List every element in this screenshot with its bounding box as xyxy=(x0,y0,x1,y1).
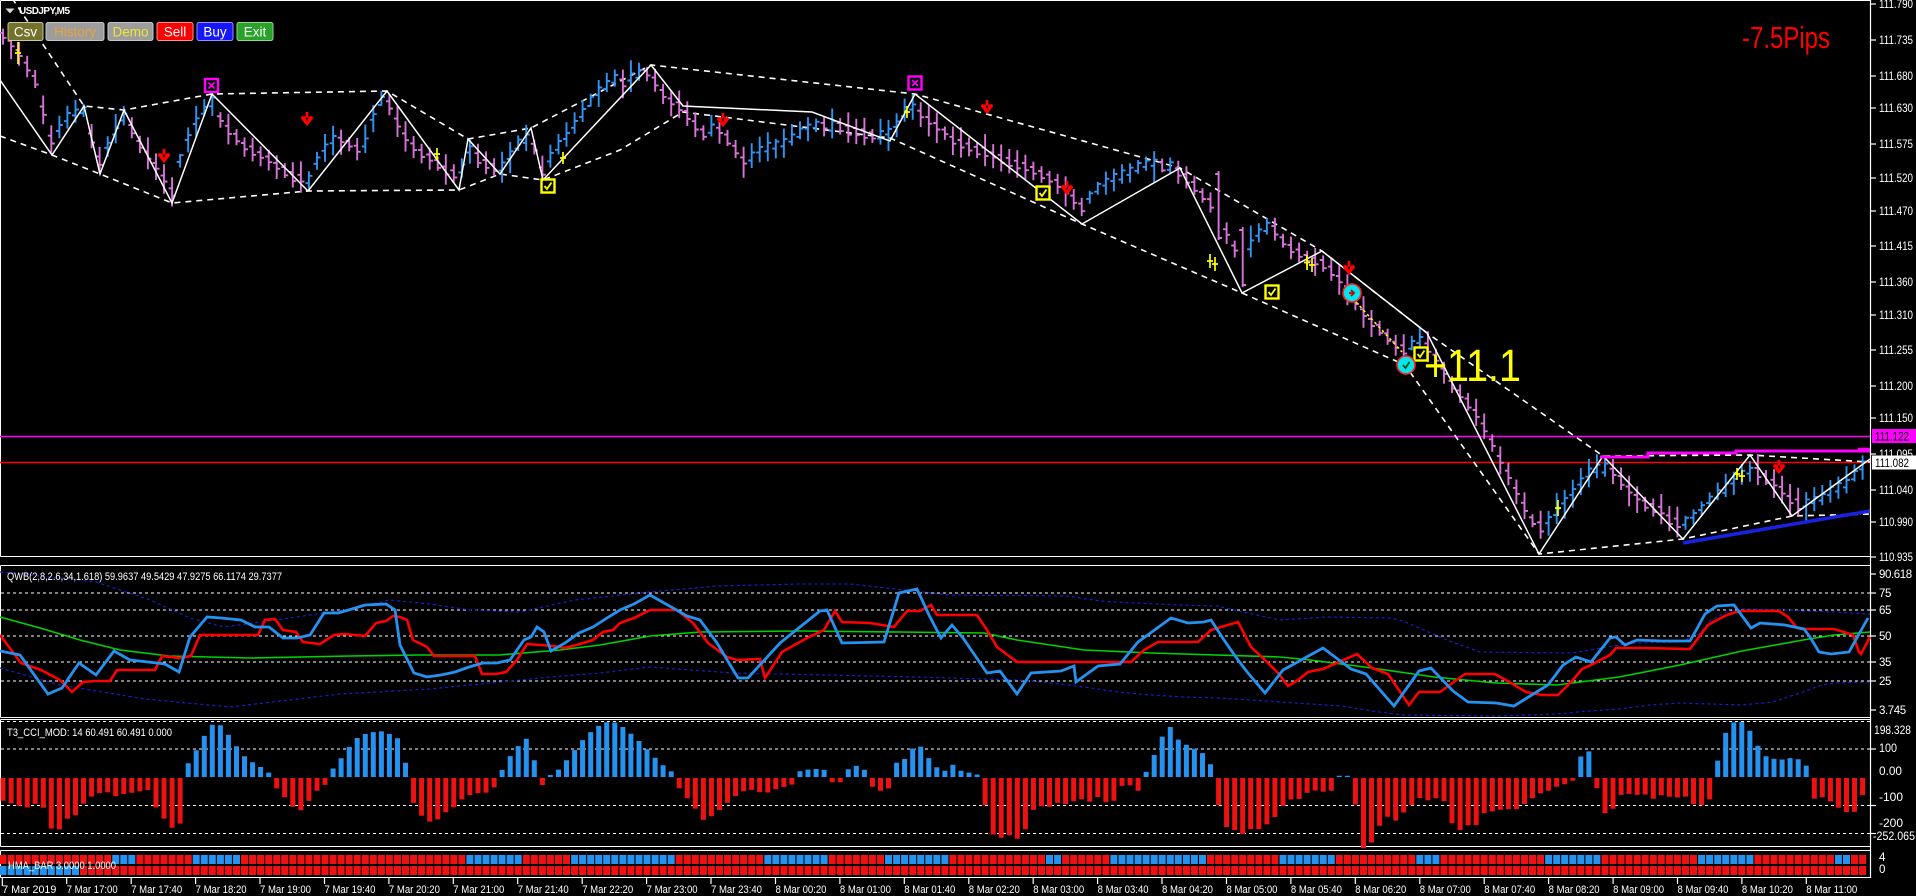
svg-text:8 Mar 08:20: 8 Mar 08:20 xyxy=(1549,884,1600,896)
svg-text:111.790: 111.790 xyxy=(1879,0,1913,11)
svg-text:7 Mar 17:40: 7 Mar 17:40 xyxy=(131,884,182,896)
svg-text:111.470: 111.470 xyxy=(1879,205,1913,218)
svg-text:8 Mar 03:40: 8 Mar 03:40 xyxy=(1098,884,1149,896)
svg-text:111.360: 111.360 xyxy=(1879,276,1913,289)
svg-text:8 Mar 06:20: 8 Mar 06:20 xyxy=(1355,884,1406,896)
svg-text:0: 0 xyxy=(1879,864,1885,876)
svg-text:8 Mar 01:00: 8 Mar 01:00 xyxy=(840,884,891,896)
svg-text:-7.5Pips: -7.5Pips xyxy=(1742,20,1830,55)
svg-text:8 Mar 11:00: 8 Mar 11:00 xyxy=(1806,884,1857,896)
svg-text:4: 4 xyxy=(1879,852,1886,864)
svg-text:QWB(2,8,2.6,34,1.618) 59.9637: QWB(2,8,2.6,34,1.618) 59.9637 49.5429 47… xyxy=(7,571,282,583)
svg-text:111.040: 111.040 xyxy=(1879,484,1913,497)
svg-text:7 Mar 20:20: 7 Mar 20:20 xyxy=(389,884,440,896)
svg-text:8 Mar 00:20: 8 Mar 00:20 xyxy=(776,884,827,896)
svg-text:7 Mar 17:00: 7 Mar 17:00 xyxy=(67,884,118,896)
svg-text:111.200: 111.200 xyxy=(1879,380,1913,393)
svg-text:8 Mar 07:40: 8 Mar 07:40 xyxy=(1484,884,1535,896)
svg-text:8 Mar 01:40: 8 Mar 01:40 xyxy=(904,884,955,896)
svg-text:7 Mar 21:40: 7 Mar 21:40 xyxy=(518,884,569,896)
svg-text:110.990: 110.990 xyxy=(1879,516,1913,529)
svg-text:Buy: Buy xyxy=(203,25,227,40)
svg-text:7 Mar 21:00: 7 Mar 21:00 xyxy=(453,884,504,896)
svg-text:100: 100 xyxy=(1879,743,1897,755)
svg-text:111.310: 111.310 xyxy=(1879,309,1913,322)
svg-text:3.745: 3.745 xyxy=(1879,705,1906,717)
svg-text:8 Mar 03:00: 8 Mar 03:00 xyxy=(1033,884,1084,896)
svg-text:7 Mar 23:40: 7 Mar 23:40 xyxy=(711,884,762,896)
svg-text:111.122: 111.122 xyxy=(1875,431,1909,444)
svg-text:-200: -200 xyxy=(1879,818,1903,830)
svg-text:111.680: 111.680 xyxy=(1879,70,1913,83)
svg-text:111.255: 111.255 xyxy=(1879,344,1913,357)
svg-text:111.415: 111.415 xyxy=(1879,240,1913,253)
svg-text:111.082: 111.082 xyxy=(1875,457,1909,470)
svg-text:110.935: 110.935 xyxy=(1879,551,1913,564)
svg-text:198.328: 198.328 xyxy=(1874,725,1911,737)
svg-text:8 Mar 07:00: 8 Mar 07:00 xyxy=(1420,884,1471,896)
svg-text:65: 65 xyxy=(1879,605,1891,617)
svg-text:8 Mar 02:20: 8 Mar 02:20 xyxy=(969,884,1020,896)
svg-text:T3_CCI_MOD: 14 60.491 60.491 0: T3_CCI_MOD: 14 60.491 60.491 0.000 xyxy=(7,727,172,739)
svg-text:111.575: 111.575 xyxy=(1879,138,1913,151)
svg-text:50: 50 xyxy=(1879,631,1891,643)
svg-text:7 Mar 18:20: 7 Mar 18:20 xyxy=(196,884,247,896)
svg-text:USDJPY,M5: USDJPY,M5 xyxy=(19,6,70,17)
svg-text:7 Mar 2019: 7 Mar 2019 xyxy=(2,884,56,896)
svg-text:111.520: 111.520 xyxy=(1879,172,1913,185)
svg-text:25: 25 xyxy=(1879,676,1891,688)
svg-text:Exit: Exit xyxy=(244,25,267,40)
svg-text:8 Mar 04:20: 8 Mar 04:20 xyxy=(1162,884,1213,896)
svg-text:8 Mar 09:00: 8 Mar 09:00 xyxy=(1613,884,1664,896)
svg-text:HMA_BAR 3.0000 1.0000: HMA_BAR 3.0000 1.0000 xyxy=(8,860,116,872)
svg-text:+11.1: +11.1 xyxy=(1424,340,1521,391)
svg-text:90.618: 90.618 xyxy=(1879,569,1912,581)
svg-text:-100: -100 xyxy=(1879,792,1903,804)
svg-text:8 Mar 05:40: 8 Mar 05:40 xyxy=(1291,884,1342,896)
svg-text:35: 35 xyxy=(1879,657,1891,669)
svg-text:8 Mar 10:20: 8 Mar 10:20 xyxy=(1742,884,1793,896)
svg-text:8 Mar 09:40: 8 Mar 09:40 xyxy=(1678,884,1729,896)
svg-text:8 Mar 05:00: 8 Mar 05:00 xyxy=(1227,884,1278,896)
svg-text:Sell: Sell xyxy=(164,25,187,40)
svg-text:111.735: 111.735 xyxy=(1879,34,1913,47)
svg-text:History: History xyxy=(54,25,96,40)
svg-text:75: 75 xyxy=(1879,588,1891,600)
svg-text:7 Mar 19:00: 7 Mar 19:00 xyxy=(260,884,311,896)
svg-text:-252.065: -252.065 xyxy=(1873,831,1915,843)
svg-text:7 Mar 22:20: 7 Mar 22:20 xyxy=(582,884,633,896)
svg-text:Demo: Demo xyxy=(112,25,148,40)
svg-text:Csv: Csv xyxy=(14,25,37,40)
svg-text:7 Mar 19:40: 7 Mar 19:40 xyxy=(325,884,376,896)
svg-text:111.150: 111.150 xyxy=(1879,412,1913,425)
svg-text:7 Mar 23:00: 7 Mar 23:00 xyxy=(647,884,698,896)
svg-text:111.630: 111.630 xyxy=(1879,102,1913,115)
svg-text:0.00: 0.00 xyxy=(1879,766,1902,778)
